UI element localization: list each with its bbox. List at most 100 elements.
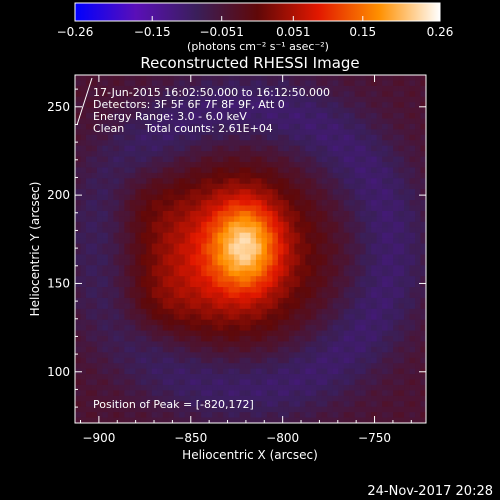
heatmap-cell	[157, 151, 164, 158]
heatmap-cell	[415, 167, 422, 174]
heatmap-cell	[135, 401, 142, 408]
heatmap-cell	[239, 314, 246, 321]
heatmap-cell	[195, 259, 202, 266]
heatmap-cell	[250, 330, 257, 337]
heatmap-cell	[294, 254, 301, 261]
heatmap-cell	[190, 270, 197, 277]
heatmap-cell	[299, 162, 306, 169]
heatmap-cell	[283, 118, 290, 125]
heatmap-cell	[387, 390, 394, 397]
heatmap-cell	[393, 325, 400, 332]
heatmap-cell	[184, 172, 191, 179]
heatmap-cell	[201, 254, 208, 261]
heatmap-cell	[239, 265, 246, 272]
heatmap-cell	[332, 276, 339, 283]
heatmap-cell	[415, 249, 422, 256]
heatmap-cell	[288, 363, 295, 370]
heatmap-cell	[338, 145, 345, 152]
heatmap-cell	[261, 308, 268, 315]
heatmap-cell	[365, 172, 372, 179]
heatmap-cell	[310, 134, 317, 141]
heatmap-cell	[310, 292, 317, 299]
heatmap-cell	[360, 156, 367, 163]
heatmap-cell	[102, 205, 109, 212]
heatmap-cell	[371, 183, 378, 190]
heatmap-cell	[327, 221, 334, 228]
heatmap-cell	[255, 303, 263, 310]
heatmap-cell	[349, 319, 356, 326]
heatmap-cell	[305, 134, 312, 141]
heatmap-cell	[91, 189, 98, 196]
heatmap-cell	[223, 276, 230, 283]
heatmap-cell	[266, 189, 274, 196]
heatmap-cell	[409, 102, 416, 109]
heatmap-cell	[124, 341, 131, 348]
heatmap-cell	[387, 75, 394, 82]
heatmap-cell	[245, 243, 252, 250]
heatmap-cell	[371, 118, 378, 125]
heatmap-cell	[261, 292, 268, 299]
heatmap-cell	[173, 85, 180, 92]
heatmap-cell	[316, 96, 323, 103]
heatmap-cell	[283, 281, 290, 288]
heatmap-cell	[332, 243, 339, 250]
heatmap-cell	[332, 292, 339, 299]
heatmap-cell	[195, 221, 202, 228]
heatmap-cell	[239, 123, 246, 130]
heatmap-cell	[409, 227, 416, 234]
heatmap-cell	[113, 379, 120, 386]
heatmap-cell	[398, 346, 405, 353]
heatmap-cell	[299, 178, 306, 185]
heatmap-cell	[321, 189, 328, 196]
heatmap-cell	[415, 287, 422, 294]
heatmap-cell	[360, 314, 367, 321]
heatmap-cell	[201, 145, 208, 152]
heatmap-cell	[343, 183, 350, 190]
heatmap-cell	[382, 352, 389, 359]
heatmap-cell	[316, 346, 323, 353]
heatmap-cell	[349, 390, 356, 397]
heatmap-cell	[360, 412, 367, 419]
heatmap-cell	[201, 243, 208, 250]
heatmap-cell	[321, 75, 328, 82]
heatmap-cell	[107, 210, 114, 217]
heatmap-cell	[162, 254, 169, 261]
heatmap-cell	[349, 216, 356, 223]
heatmap-cell	[228, 270, 235, 277]
heatmap-cell	[321, 129, 328, 136]
heatmap-cell	[91, 303, 98, 310]
heatmap-cell	[140, 162, 147, 169]
heatmap-cell	[343, 151, 350, 158]
heatmap-cell	[239, 216, 246, 223]
heatmap-cell	[316, 113, 323, 120]
heatmap-cell	[272, 200, 279, 207]
heatmap-cell	[245, 194, 252, 201]
heatmap-cell	[250, 167, 257, 174]
heatmap-cell	[343, 75, 350, 82]
x-axis-title: Heliocentric X (arcsec)	[182, 448, 318, 462]
heatmap-cell	[245, 368, 252, 375]
heatmap-cell	[365, 216, 372, 223]
heatmap-cell	[365, 75, 372, 82]
heatmap-cell	[201, 80, 208, 87]
heatmap-cell	[118, 270, 125, 277]
heatmap-cell	[75, 140, 82, 147]
heatmap-cell	[184, 406, 191, 413]
heatmap-cell	[398, 80, 405, 87]
heatmap-cell	[129, 259, 136, 266]
heatmap-cell	[129, 123, 136, 130]
heatmap-cell	[223, 292, 230, 299]
heatmap-cell	[151, 412, 158, 419]
heatmap-cell	[360, 303, 367, 310]
heatmap-cell	[80, 227, 87, 234]
heatmap-cell	[129, 276, 136, 283]
heatmap-cell	[404, 401, 411, 408]
heatmap-cell	[146, 107, 153, 114]
heatmap-cell	[168, 325, 175, 332]
heatmap-cell	[382, 287, 389, 294]
colorbar-tick-label: −0.26	[57, 25, 94, 39]
heatmap-cell	[321, 172, 328, 179]
heatmap-cell	[80, 221, 87, 228]
heatmap-cell	[310, 281, 317, 288]
heatmap-cell	[146, 384, 153, 391]
